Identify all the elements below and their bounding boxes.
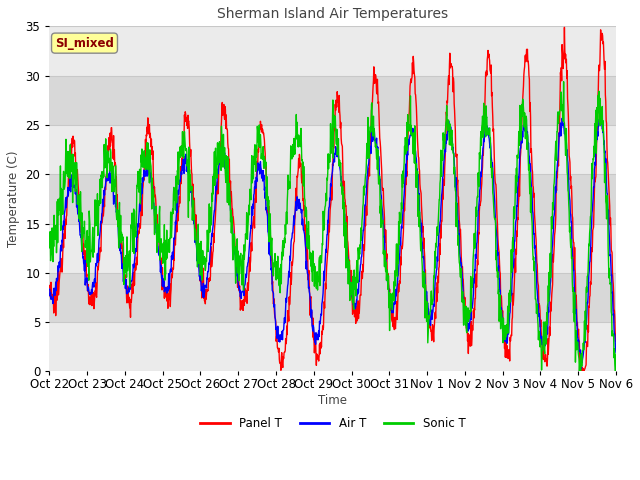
Text: SI_mixed: SI_mixed bbox=[55, 36, 114, 49]
Y-axis label: Temperature (C): Temperature (C) bbox=[7, 151, 20, 247]
Bar bbox=[49, 273, 616, 322]
Bar bbox=[49, 174, 616, 224]
Bar bbox=[49, 26, 616, 75]
Bar bbox=[49, 125, 616, 174]
Legend: Panel T, Air T, Sonic T: Panel T, Air T, Sonic T bbox=[195, 412, 470, 434]
X-axis label: Time: Time bbox=[318, 394, 347, 407]
Title: Sherman Island Air Temperatures: Sherman Island Air Temperatures bbox=[217, 7, 448, 21]
Bar bbox=[49, 75, 616, 125]
Bar bbox=[49, 322, 616, 372]
Bar bbox=[49, 224, 616, 273]
